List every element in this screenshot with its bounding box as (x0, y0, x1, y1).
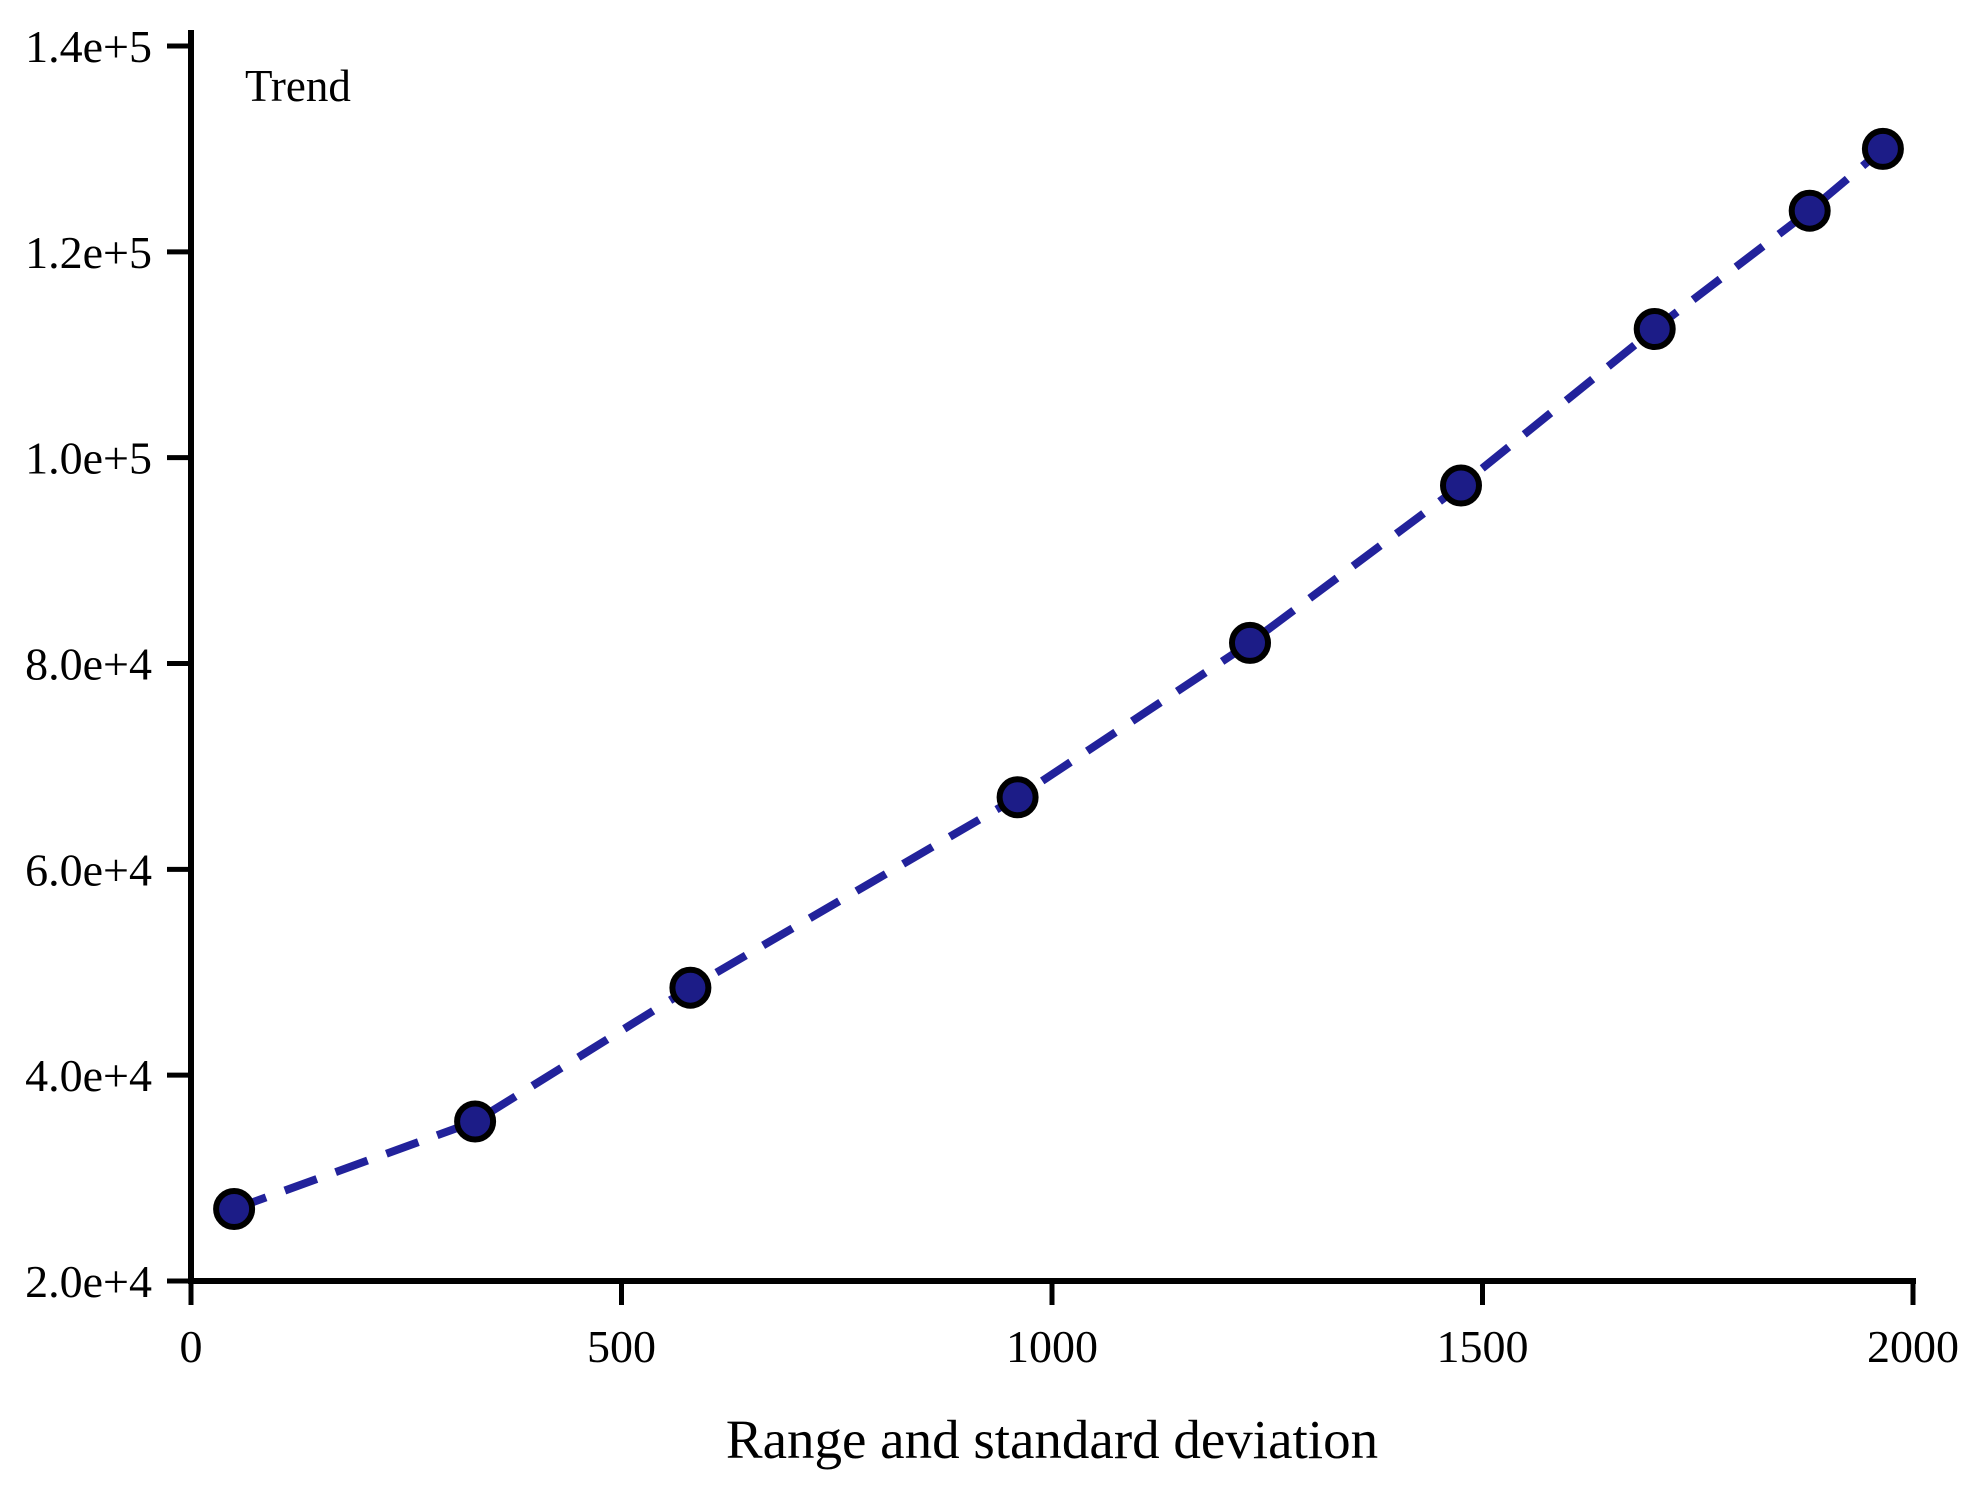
y-tick-label: 8.0e+4 (25, 639, 152, 690)
y-tick-label: 1.2e+5 (25, 227, 152, 278)
data-point (1633, 308, 1676, 350)
x-tick-label: 500 (587, 1321, 656, 1372)
x-tick-label: 1000 (1006, 1321, 1098, 1372)
y-tick-label: 6.0e+4 (25, 844, 152, 895)
data-point (669, 966, 712, 1009)
data-point (1788, 189, 1831, 232)
data-point (454, 1100, 497, 1143)
y-tick-label: 1.4e+5 (25, 21, 152, 72)
x-tick-label: 2000 (1867, 1321, 1959, 1372)
tick-labels-group: 2.0e+4 4.0e+4 6.0e+4 8.0e+4 1.0e+5 1.2e+5 1.4e… (25, 21, 1959, 1372)
data-point (213, 1188, 256, 1230)
x-tick-label: 0 (180, 1321, 203, 1372)
data-point (996, 776, 1039, 819)
y-tick-label: 4.0e+4 (25, 1050, 152, 1101)
series-annotation-label: Trend (245, 61, 351, 111)
data-point (1440, 464, 1482, 507)
data-point (1861, 127, 1904, 170)
y-tick-label: 2.0e+4 (25, 1256, 152, 1307)
data-point (1229, 621, 1271, 664)
x-tick-label: 1500 (1437, 1321, 1529, 1372)
y-tick-label: 1.0e+5 (25, 433, 152, 484)
ticks-group (167, 43, 1916, 1305)
x-axis-title: Range and standard deviation (726, 1409, 1378, 1470)
markers-group (213, 127, 1904, 1230)
